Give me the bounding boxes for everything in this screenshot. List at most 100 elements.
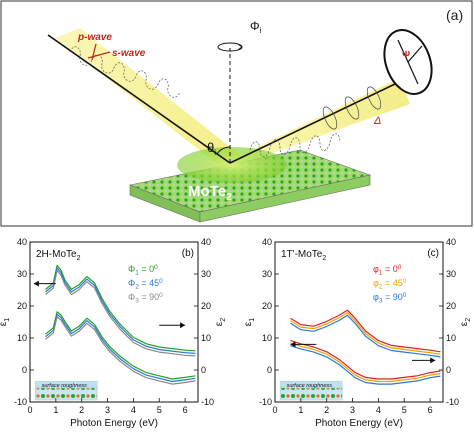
series-line-0-1 (290, 312, 441, 355)
series-line-1-2 (290, 345, 441, 385)
x-tick-label: 3 (105, 405, 110, 415)
y-left-tick-label: 30 (17, 269, 27, 279)
series-line-0-2 (290, 314, 441, 358)
x-tick-label: 5 (157, 405, 162, 415)
legend-entry-0: Φ1 = 00 (128, 264, 158, 277)
delta-label: Δ (373, 115, 381, 127)
panel-label: (b) (182, 248, 194, 259)
y-left-tick-label: -10 (259, 397, 272, 407)
x-axis-label: Photon Energy (eV) (70, 418, 158, 429)
reflected-beam (225, 78, 410, 170)
y-right-tick-label: 40 (446, 237, 456, 247)
x-tick-label: 3 (350, 405, 355, 415)
series-line-0-0 (45, 264, 196, 352)
series-line-0-1 (45, 267, 196, 354)
y-left-tick-label: 30 (262, 269, 272, 279)
legend-entry-2: Φ3 = 900 (128, 292, 163, 305)
series-line-1-1 (290, 342, 441, 383)
series-line-1-1 (45, 313, 196, 383)
legend-entry-1: φ2 = 450 (373, 278, 407, 291)
series-line-0-2 (45, 269, 196, 357)
series-line-1-0 (45, 311, 196, 380)
y-right-tick-label: -10 (446, 397, 459, 407)
reflected-ray (229, 83, 396, 164)
x-tick-label: 4 (376, 405, 381, 415)
right-axis-arrowhead (180, 322, 186, 329)
left-axis-arrowhead (290, 341, 296, 348)
reflected-wave-coils (249, 133, 341, 157)
panel-a: (a) MoTe2 Φi θi (0, 0, 473, 227)
x-tick-label: 1 (298, 405, 303, 415)
series-line-1-2 (45, 316, 196, 385)
y-right-tick-label: -10 (201, 397, 214, 407)
p-wave-label: p-wave (77, 32, 112, 43)
y-left-tick-label: 10 (262, 333, 272, 343)
right-axis-arrowhead (430, 357, 436, 364)
inset-label: surface roughness (42, 383, 87, 389)
theta-i-label: θi (207, 140, 216, 157)
reflected-wave-ellipse-1 (322, 106, 338, 130)
panel-a-label: (a) (446, 7, 463, 23)
y-left-tick-label: 0 (267, 365, 272, 375)
x-axis-label: Photon Energy (eV) (315, 418, 403, 429)
y-right-tick-label: 10 (201, 333, 211, 343)
y-left-tick-label: 20 (17, 301, 27, 311)
y-left-tick-label: 20 (262, 301, 272, 311)
reflected-wave-ellipse-2 (344, 96, 360, 120)
reflected-wave-ellipse-3 (366, 86, 382, 110)
series-line-0-0 (290, 309, 441, 353)
y-left-axis-label: ε1 (0, 318, 11, 326)
chart-title: 1T'-MoTe2 (281, 249, 326, 262)
y-right-tick-label: 20 (446, 301, 456, 311)
y-left-tick-label: 0 (22, 365, 27, 375)
incident-wave-coils (69, 46, 181, 98)
y-left-tick-label: 40 (262, 237, 272, 247)
x-tick-label: 6 (428, 405, 433, 415)
y-right-tick-label: 20 (201, 301, 211, 311)
x-tick-label: 0 (27, 405, 32, 415)
y-right-axis-label: ε2 (459, 318, 472, 326)
series-line-1-0 (290, 340, 441, 380)
sample-slab (128, 147, 372, 223)
inset-roughness-band (280, 381, 343, 389)
s-wave-label: s-wave (112, 48, 146, 59)
y-right-tick-label: 0 (446, 365, 451, 375)
y-left-tick-label: 10 (17, 333, 27, 343)
phi-i-label: Φi (250, 19, 262, 35)
x-tick-label: 2 (79, 405, 84, 415)
left-axis-arrowhead (33, 280, 39, 287)
inset-roughness-band (35, 381, 98, 389)
legend-entry-1: Φ2 = 450 (128, 278, 163, 291)
plot-frame (274, 241, 444, 403)
beam-spot (177, 147, 287, 183)
psi-label: Ψ (402, 50, 410, 61)
theta-arc (216, 146, 231, 155)
y-right-tick-label: 40 (201, 237, 211, 247)
x-tick-label: 4 (131, 405, 136, 415)
legend-entry-0: φ1 = 00 (373, 264, 402, 277)
chart-title: 2H-MoTe2 (36, 249, 81, 262)
rotation-arrow (237, 43, 243, 51)
s-wave-arrow (87, 51, 111, 59)
y-right-tick-label: 10 (446, 333, 456, 343)
y-left-tick-label: 40 (17, 237, 27, 247)
y-right-tick-label: 0 (201, 365, 206, 375)
inset-label: surface roughness (287, 383, 332, 389)
x-tick-label: 6 (183, 405, 188, 415)
incident-beam (55, 28, 240, 170)
x-tick-label: 0 (272, 405, 277, 415)
psi-axis-2 (407, 45, 423, 63)
incident-ray (47, 34, 231, 164)
y-left-axis-label: ε1 (243, 318, 256, 326)
y-right-axis-label: ε2 (214, 318, 227, 326)
y-right-tick-label: 30 (201, 269, 211, 279)
y-left-tick-label: -10 (14, 397, 27, 407)
x-tick-label: 5 (402, 405, 407, 415)
material-label: MoTe2 (188, 183, 232, 203)
y-right-tick-label: 30 (446, 269, 456, 279)
panel-label: (c) (427, 248, 439, 259)
legend-entry-2: φ3 = 900 (373, 292, 407, 305)
